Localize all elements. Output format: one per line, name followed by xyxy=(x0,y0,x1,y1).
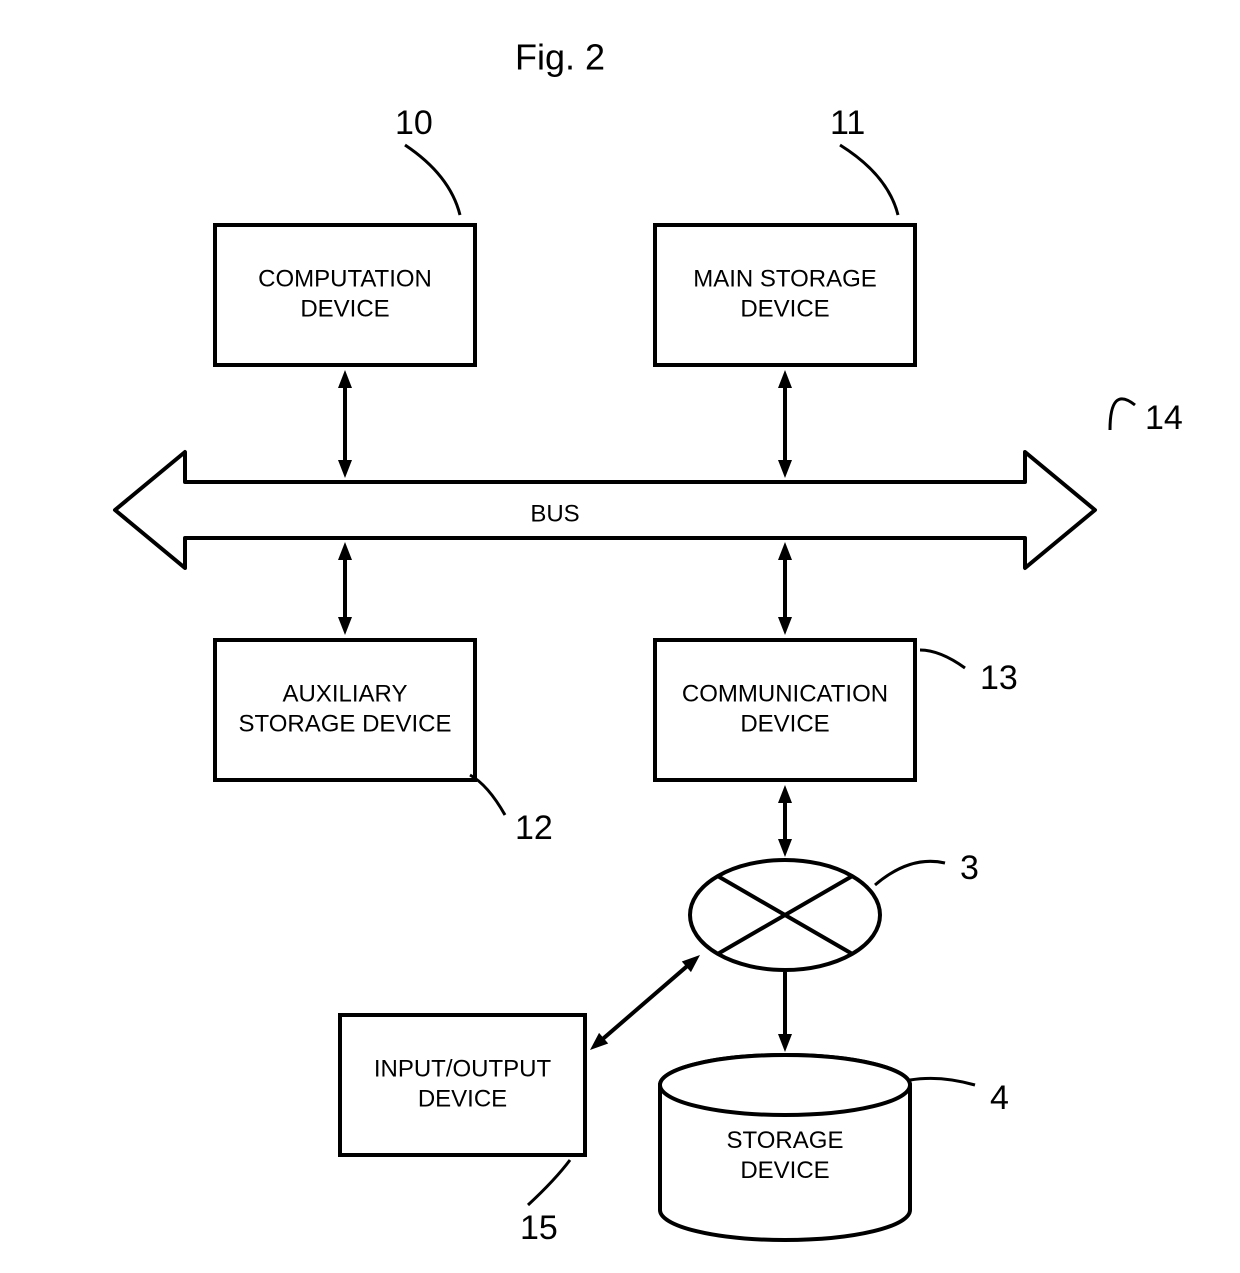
node-main_storage: MAIN STORAGE DEVICE 11 xyxy=(655,104,915,365)
network-node: 3 xyxy=(690,849,979,970)
node-ref: 13 xyxy=(980,659,1018,697)
node-ref: 11 xyxy=(830,104,865,142)
bus: BUS 14 xyxy=(115,399,1183,568)
leader-line xyxy=(875,861,945,885)
double-arrow xyxy=(338,542,352,635)
node-label: DEVICE xyxy=(418,1085,507,1112)
cyl-label: STORAGE xyxy=(727,1127,844,1154)
leader-line xyxy=(405,145,460,215)
node-communication: COMMUNICATION DEVICE 13 xyxy=(655,640,1018,780)
double-arrow xyxy=(778,370,792,478)
node-aux_storage: AUXILIARY STORAGE DEVICE 12 xyxy=(215,640,553,847)
single-arrow xyxy=(778,972,792,1052)
node-label: DEVICE xyxy=(740,295,829,322)
node-label: COMPUTATION xyxy=(258,265,432,292)
leader-line xyxy=(920,650,965,668)
network-ref: 3 xyxy=(960,849,979,887)
leader-line xyxy=(910,1078,975,1085)
leader-line xyxy=(840,145,898,215)
storage-cylinder: STORAGE DEVICE 4 xyxy=(660,1055,1009,1240)
figure-title: Fig. 2 xyxy=(515,37,605,78)
node-ref: 15 xyxy=(520,1209,558,1247)
node-label: MAIN STORAGE xyxy=(693,265,877,292)
node-label: DEVICE xyxy=(300,295,389,322)
leader-line xyxy=(1110,399,1135,430)
cyl-label: DEVICE xyxy=(740,1157,829,1184)
bus-ref: 14 xyxy=(1145,399,1183,437)
node-ref: 12 xyxy=(515,809,553,847)
double-arrow xyxy=(338,370,352,478)
node-label: INPUT/OUTPUT xyxy=(374,1055,552,1082)
bus-label: BUS xyxy=(530,500,579,527)
node-label: COMMUNICATION xyxy=(682,680,888,707)
node-computation: COMPUTATION DEVICE 10 xyxy=(215,104,475,365)
node-ref: 10 xyxy=(395,104,433,142)
node-label: STORAGE DEVICE xyxy=(239,710,452,737)
node-label: AUXILIARY xyxy=(283,680,408,707)
node-io_device: INPUT/OUTPUT DEVICE 15 xyxy=(340,1015,585,1247)
double-arrow xyxy=(778,785,792,857)
double-arrow xyxy=(590,955,700,1050)
double-arrow xyxy=(778,542,792,635)
node-label: DEVICE xyxy=(740,710,829,737)
leader-line xyxy=(528,1160,570,1205)
cyl-ref: 4 xyxy=(990,1079,1009,1117)
